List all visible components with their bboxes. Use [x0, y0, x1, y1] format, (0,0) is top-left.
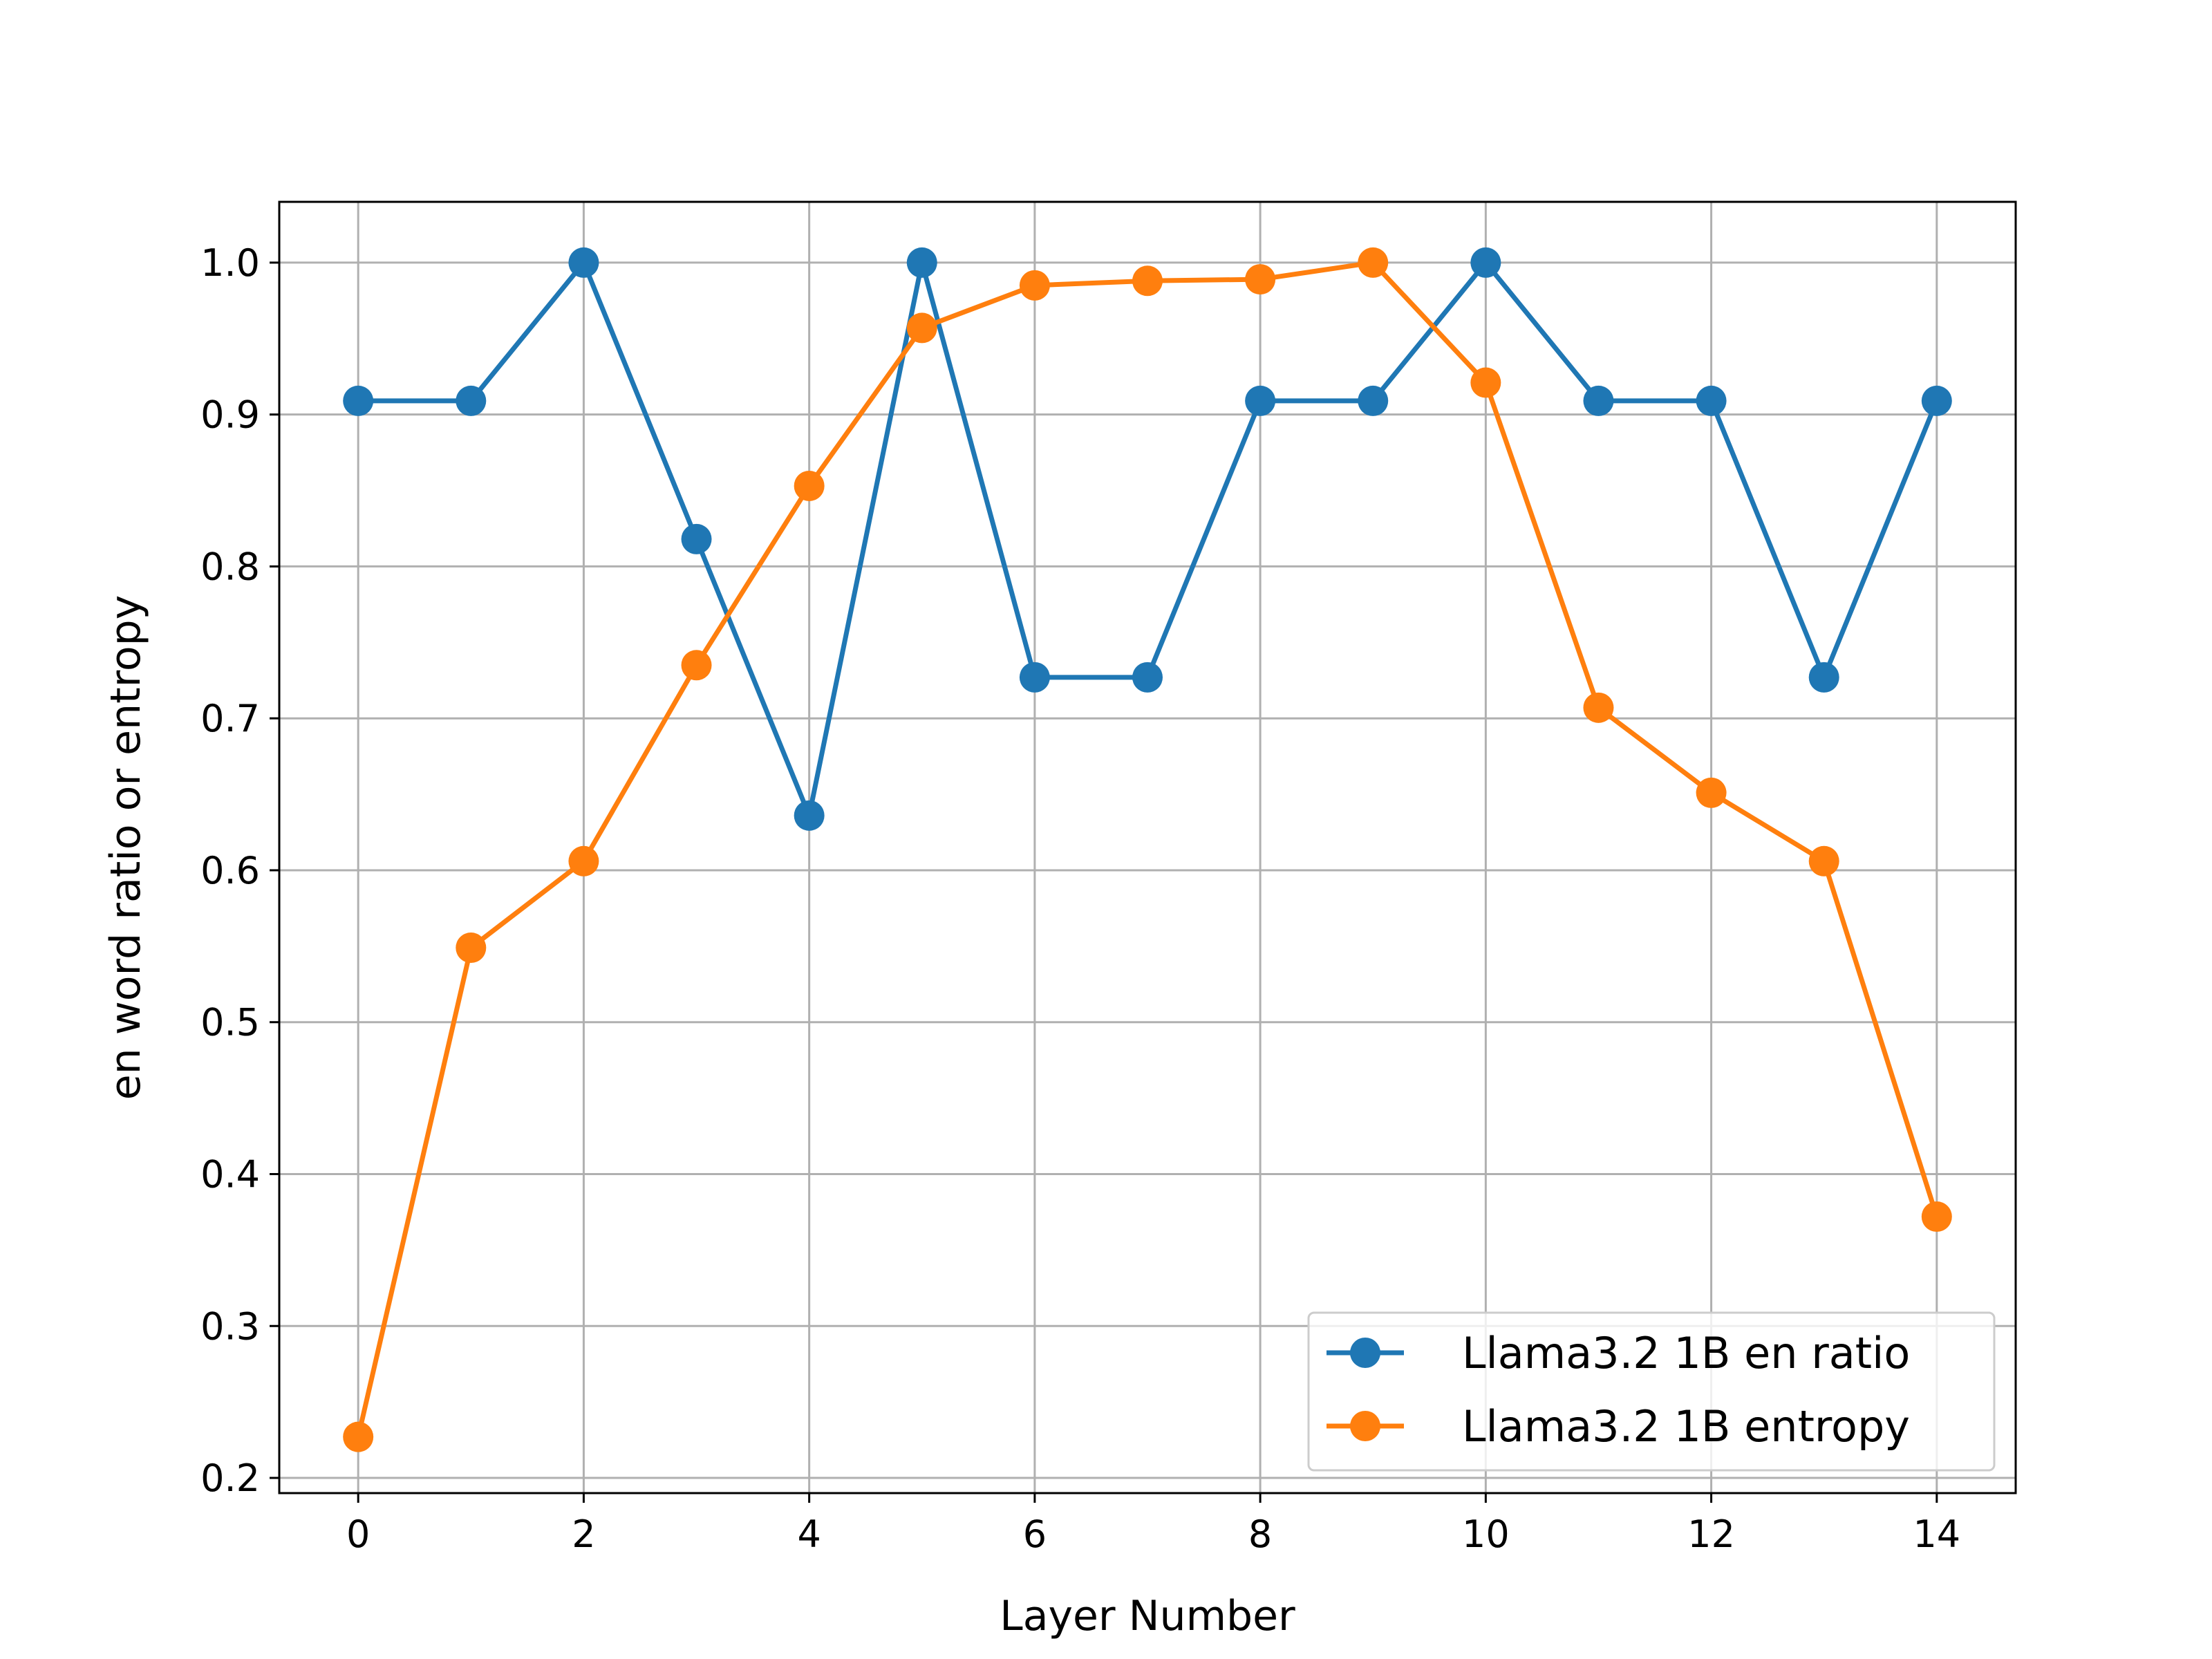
- legend-box: [1307, 1311, 1996, 1472]
- data-point: [1808, 662, 1839, 693]
- data-point: [1019, 662, 1050, 693]
- y-tick-label: 0.6: [200, 849, 260, 892]
- y-tick-label: 0.3: [200, 1304, 260, 1348]
- y-tick-label: 0.2: [200, 1456, 260, 1500]
- series-entropy: [343, 247, 1952, 1452]
- data-point: [1245, 385, 1276, 416]
- plot-frame: [278, 200, 2017, 1494]
- data-point: [456, 932, 487, 964]
- data-point: [1696, 385, 1727, 416]
- data-point: [1019, 270, 1050, 301]
- legend-label: Llama3.2 1B en ratio: [1462, 1328, 1910, 1378]
- legend-label: Llama3.2 1B entropy: [1462, 1401, 1910, 1452]
- y-tick-label: 1.0: [200, 241, 260, 285]
- legend-marker: [1350, 1338, 1380, 1368]
- x-tick-label: 4: [797, 1512, 821, 1556]
- data-point: [456, 385, 487, 416]
- data-point: [1358, 247, 1389, 278]
- data-point: [343, 1421, 374, 1452]
- data-point: [1132, 265, 1163, 297]
- data-point: [568, 845, 599, 877]
- data-point: [1696, 777, 1727, 808]
- data-point: [1132, 662, 1163, 693]
- data-point: [1583, 385, 1614, 416]
- legend-entry: Llama3.2 1B entropy: [1327, 1401, 1910, 1452]
- data-point: [1583, 692, 1614, 723]
- y-tick-label: 0.5: [200, 1001, 260, 1044]
- data-point: [794, 470, 825, 501]
- data-point: [1921, 385, 1952, 416]
- data-point: [1921, 1201, 1952, 1232]
- y-axis-label: en word ratio or entropy: [102, 595, 150, 1100]
- x-tick-label: 0: [346, 1512, 370, 1556]
- x-tick-label: 14: [1913, 1512, 1960, 1556]
- legend: Llama3.2 1B en ratio Llama3.2 1B entropy: [1307, 1311, 1996, 1472]
- data-point: [568, 247, 599, 278]
- data-point: [681, 650, 712, 681]
- data-point: [906, 247, 937, 278]
- data-point: [1358, 385, 1389, 416]
- x-tick-label: 10: [1462, 1512, 1510, 1556]
- series-line: [355, 260, 1940, 1438]
- series-line: [358, 260, 1940, 818]
- y-tick-label: 0.7: [200, 697, 260, 740]
- grid: [279, 202, 2016, 1493]
- x-tick-label: 8: [1248, 1512, 1272, 1556]
- x-tick-label: 6: [1023, 1512, 1047, 1556]
- x-tick-label: 12: [1687, 1512, 1735, 1556]
- axis-ticks: 0 2 4 6 8 10 12 14 0.2 0.3 0.4 0.5 0.6 0.7 0.8 0.9 1.0: [200, 241, 1960, 1556]
- legend-entry: Llama3.2 1B en ratio: [1327, 1328, 1910, 1378]
- data-point: [1245, 264, 1276, 295]
- data-point: [906, 312, 937, 344]
- data-point: [1808, 845, 1839, 877]
- series-layer: [343, 247, 1952, 1452]
- y-tick-label: 0.4: [200, 1152, 260, 1196]
- x-axis-label: Layer Number: [1000, 1592, 1295, 1640]
- series-en-ratio: [343, 247, 1952, 831]
- x-tick-label: 2: [572, 1512, 595, 1556]
- legend-marker: [1350, 1411, 1380, 1441]
- data-point: [1470, 367, 1501, 398]
- data-point: [343, 385, 374, 416]
- y-tick-label: 0.8: [200, 545, 260, 588]
- data-point: [681, 523, 712, 554]
- data-point: [794, 800, 825, 831]
- legend-entries: Llama3.2 1B en ratio Llama3.2 1B entropy: [1327, 1328, 1910, 1452]
- y-tick-label: 0.9: [200, 393, 260, 437]
- data-point: [1470, 247, 1501, 278]
